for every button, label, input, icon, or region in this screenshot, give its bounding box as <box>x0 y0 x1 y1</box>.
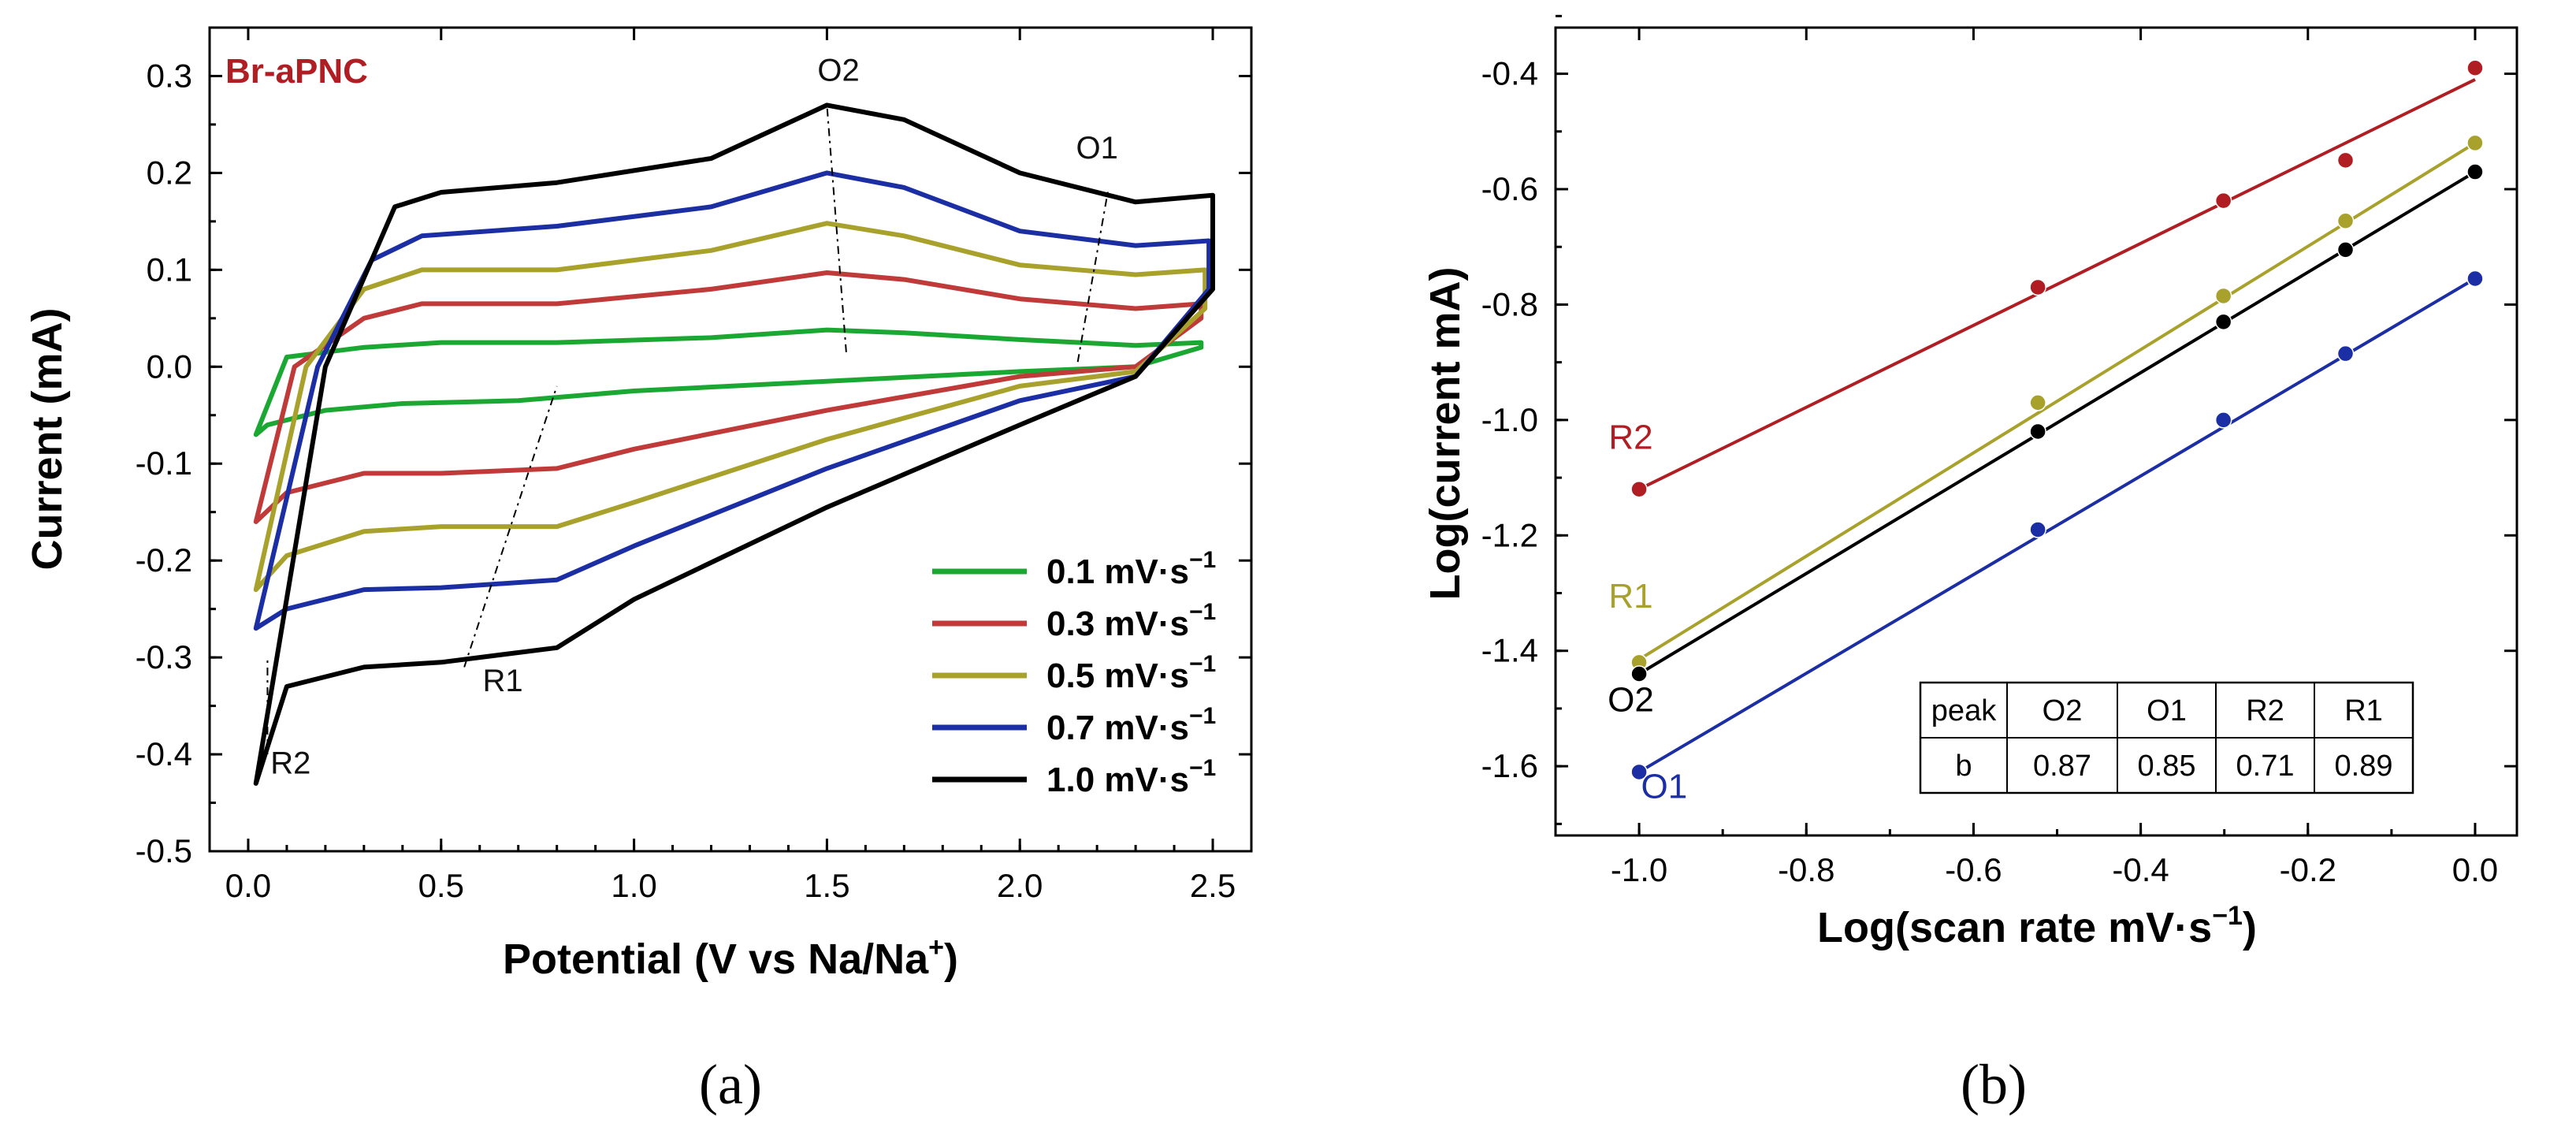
peak-guide-line <box>1076 187 1110 363</box>
cv-curve-1 <box>253 327 1204 437</box>
legend-label-1: 0.1 mV·s−1 <box>1046 547 1216 591</box>
series-label-o2: O2 <box>1608 681 1654 720</box>
series-label-r1: R1 <box>1608 577 1652 616</box>
table-value-cell: 0.85 <box>2138 750 2196 783</box>
panel-b-ytick-label: -1.6 <box>1481 747 1538 784</box>
data-point-r1 <box>2029 394 2046 411</box>
data-point-r1 <box>2466 134 2484 152</box>
legend-label-2: 0.3 mV·s−1 <box>1046 599 1216 643</box>
data-point-o1 <box>2466 270 2484 288</box>
panel-a-ytick-label: 0.0 <box>147 348 192 385</box>
panel-b-ylabel: Log(current mA) <box>1422 267 1469 601</box>
b-value-table: peak b O2 0.87 O1 0.85 R2 0.71 R1 0.89 <box>1919 681 2414 794</box>
panel-b-ytick-label: -1.0 <box>1481 401 1538 438</box>
data-point-r1 <box>2336 212 2355 230</box>
panel-b-ytick-label: -0.6 <box>1481 170 1538 207</box>
data-point-o2 <box>2029 422 2046 441</box>
panel-a-legend: 0.1 mV·s−1 0.3 mV·s−1 0.5 mV·s−1 0.7 mV·s−1… <box>932 547 1216 799</box>
panel-a-xtick-label: 0.0 <box>225 867 271 904</box>
peak-guide-line <box>826 105 847 352</box>
fit-line-r2 <box>1638 78 2476 491</box>
panel-b-label: (b) <box>1961 1053 2027 1116</box>
table-header-cell: R2 <box>2246 694 2284 727</box>
panel-b-ytick-label: -0.8 <box>1481 285 1538 322</box>
panel-a-xtick-label: 1.5 <box>804 867 849 904</box>
fit-line-o2 <box>1638 170 2476 675</box>
data-point-o2 <box>1630 665 1648 683</box>
table-value-cell: 0.87 <box>2033 750 2091 783</box>
table-header-cell: R1 <box>2344 694 2383 727</box>
panel-a-xtick-label: 1.0 <box>611 867 656 904</box>
panel-a-label: (a) <box>699 1053 762 1116</box>
panel-a-ylabel: Current (mA) <box>24 308 71 571</box>
data-point-r2 <box>1630 480 1648 498</box>
data-point-r1 <box>2214 287 2232 305</box>
cv-curve-3 <box>253 221 1208 593</box>
panel-b-plot-frame <box>1554 26 2518 837</box>
fit-line-o1 <box>1638 277 2476 774</box>
panel-b-xtick-label: -1.0 <box>1611 851 1667 888</box>
panel-a-title: Br-aPNC <box>225 52 368 91</box>
panel-a-xtick-label: 2.5 <box>1190 867 1236 904</box>
panel-a-plot-frame <box>208 26 1253 853</box>
panel-a-ytick-label: -0.3 <box>136 638 192 675</box>
panel-a-xtick-label: 2.0 <box>997 867 1043 904</box>
table-header-cell: peak <box>1931 694 1997 727</box>
panel-b-ytick-label: -1.2 <box>1481 516 1538 553</box>
data-point-o1 <box>2336 344 2355 363</box>
cv-curve-2 <box>253 270 1204 524</box>
panel-b-xtick-label: -0.6 <box>1945 851 2002 888</box>
panel-b-xtick-label: -0.2 <box>2280 851 2336 888</box>
series-label-o1: O1 <box>1641 767 1688 806</box>
panel-b-xlabel: Log(scan rate mV·s−1) <box>1817 901 2257 951</box>
panel-a-ytick-label: -0.2 <box>136 541 192 579</box>
legend-label-4: 0.7 mV·s−1 <box>1046 703 1216 747</box>
cv-curve-4 <box>253 170 1212 631</box>
panel-b-ytick-label: -1.4 <box>1481 632 1538 669</box>
data-point-o1 <box>2214 411 2232 429</box>
data-point-o2 <box>2466 163 2484 180</box>
data-point-r2 <box>2466 59 2484 76</box>
panel-b-xtick-label: 0.0 <box>2452 851 2498 888</box>
cv-curve-5 <box>253 102 1215 786</box>
peak-annotation-r2: R2 <box>270 746 310 781</box>
panel-a-ytick-label: 0.2 <box>147 154 192 191</box>
legend-label-3: 0.5 mV·s−1 <box>1046 651 1216 695</box>
peak-annotation-r1: R1 <box>483 664 523 698</box>
panel-a-ytick-label: 0.1 <box>147 251 192 288</box>
data-point-o1 <box>2029 521 2046 538</box>
panel-b-xtick-label: -0.4 <box>2112 851 2169 888</box>
data-point-o2 <box>2336 241 2355 259</box>
panel-b-ytick-label: -0.4 <box>1481 55 1538 92</box>
table-header-cell: O2 <box>2043 694 2083 727</box>
table-value-cell: 0.89 <box>2335 750 2393 783</box>
panel-a-ytick-label: 0.3 <box>147 57 192 94</box>
panel-a-xtick-label: 0.5 <box>418 867 464 904</box>
legend-label-5: 1.0 mV·s−1 <box>1046 755 1216 799</box>
data-point-o1 <box>1630 763 1648 781</box>
table-value-cell: b <box>1955 750 1972 783</box>
data-point-r2 <box>2214 192 2232 210</box>
fit-line-r1 <box>1638 141 2477 661</box>
panel-a-xlabel: Potential (V vs Na/Na+) <box>503 932 958 983</box>
peak-annotation-o1: O1 <box>1076 131 1117 166</box>
panel-a-ytick-label: -0.4 <box>136 735 192 772</box>
panel-a-cv-chart: 0.0 0.5 1.0 1.5 2.0 2.5 -0.5 -0.4 -0.3 -0.2 -0.1 0.… <box>24 26 1253 1116</box>
panel-b-xtick-label: -0.8 <box>1778 851 1834 888</box>
table-value-cell: 0.71 <box>2236 750 2295 783</box>
table-header-cell: O1 <box>2147 694 2187 727</box>
data-point-o2 <box>2214 313 2232 331</box>
panel-a-ytick-label: -0.1 <box>136 445 192 482</box>
series-label-r2: R2 <box>1608 418 1652 456</box>
data-point-r2 <box>2029 278 2046 296</box>
panel-b-log-plot: -1.0 -0.8 -0.6 -0.4 -0.2 0.0 -1.6 -1.4 -1.2 -1.0 -… <box>1422 14 2518 1116</box>
data-point-r2 <box>2336 151 2355 169</box>
peak-annotation-o2: O2 <box>817 54 859 88</box>
panel-a-ytick-label: -0.5 <box>136 832 192 869</box>
